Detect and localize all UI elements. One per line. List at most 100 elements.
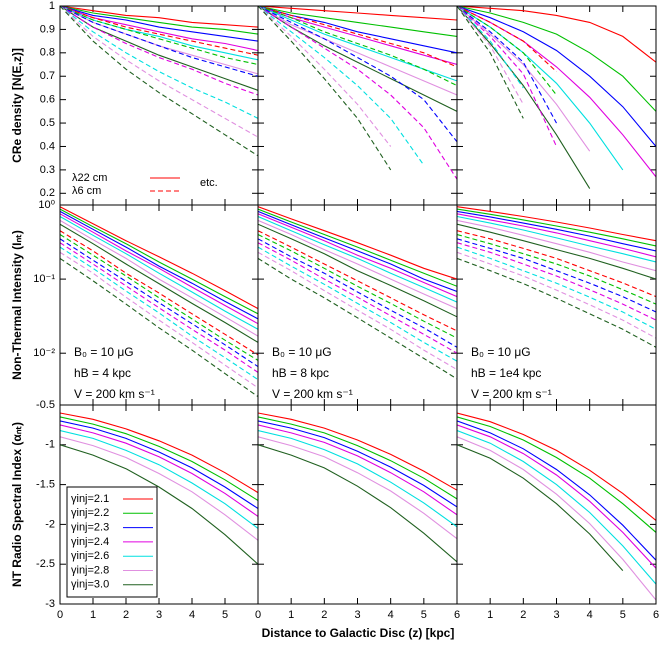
series-line — [258, 6, 457, 87]
x-tick-label: 0 — [57, 609, 63, 621]
annotation: B₀ = 10 μG — [272, 345, 332, 359]
y-tick-label: 0.8 — [40, 47, 55, 59]
series-line — [258, 444, 457, 563]
series-line — [258, 219, 457, 310]
series-line — [60, 6, 258, 28]
annotation: V = 200 km s⁻¹ — [272, 387, 353, 401]
panel: 0 1 2 3 4 5 6 — [255, 404, 460, 621]
series-line — [60, 6, 258, 35]
y-axis-label: NT Radio Spectral Index (αₙₜ) — [10, 422, 24, 587]
series-line — [457, 424, 656, 569]
x-tick-label: 5 — [620, 609, 626, 621]
y-tick-label: -2.5 — [36, 558, 55, 570]
series-line — [60, 210, 258, 320]
series-line — [457, 6, 591, 152]
series-line — [457, 416, 656, 533]
panel: 0.2 0.3 0.4 0.5 0.6 0.7 0.8 0.9 1 CRe density [N(… — [10, 0, 259, 206]
series-line — [258, 213, 457, 298]
x-axis-label: Distance to Galactic Disc (z) [kpc] — [262, 626, 455, 640]
legend-label: λ22 cm — [72, 172, 107, 184]
panel — [456, 5, 657, 206]
series-line — [258, 6, 392, 147]
plot-frame — [257, 404, 458, 605]
series-line — [258, 242, 457, 354]
y-tick-label: -1 — [45, 439, 55, 451]
series-line — [258, 215, 457, 303]
y-tick-label: 1 — [49, 0, 55, 12]
series-line — [258, 424, 457, 516]
series-line — [457, 6, 524, 119]
series-line — [60, 6, 258, 138]
y-tick-label: -1.5 — [36, 479, 55, 491]
y-tick-label: -2 — [45, 518, 55, 530]
series-line — [258, 6, 457, 112]
series-line — [60, 6, 258, 119]
series-line — [258, 6, 457, 96]
legend-note: etc. — [200, 177, 218, 189]
series-line — [457, 436, 656, 601]
series-line — [457, 6, 591, 189]
series-line — [60, 6, 258, 91]
y-tick-label: 0.2 — [40, 187, 55, 199]
series-line — [60, 206, 258, 310]
series-line — [457, 444, 624, 571]
series-line — [60, 420, 258, 509]
series-line — [60, 444, 258, 565]
legend-label: γinj=2.4 — [71, 536, 109, 548]
panel: 1 2 3 4 5 6 — [456, 404, 659, 621]
series-line — [258, 412, 457, 491]
series-line — [457, 6, 656, 147]
x-tick-label: 5 — [222, 609, 228, 621]
series-line — [457, 6, 557, 96]
series-line — [258, 420, 457, 508]
series-line — [258, 206, 457, 280]
series-line — [457, 210, 656, 252]
series-line — [457, 251, 656, 339]
x-tick-label: 0 — [255, 609, 261, 621]
series-line — [457, 242, 656, 321]
x-tick-label: 6 — [653, 609, 659, 621]
series-line — [457, 429, 656, 585]
series-line — [258, 238, 457, 348]
panel — [257, 5, 458, 206]
series-line — [457, 6, 557, 124]
legend-label: γinj=2.8 — [71, 564, 109, 576]
annotation: V = 200 km s⁻¹ — [74, 387, 155, 401]
series-line — [457, 6, 656, 63]
series-line — [60, 208, 258, 315]
series-line — [60, 242, 258, 373]
annotation: B₀ = 10 μG — [74, 345, 134, 359]
series-line — [457, 6, 524, 105]
x-tick-label: 1 — [90, 609, 96, 621]
series-line — [457, 233, 656, 305]
series-line — [258, 6, 392, 171]
y-tick-label: 0.3 — [40, 164, 55, 176]
series-line — [60, 424, 258, 517]
series-line — [60, 436, 258, 541]
series-line — [60, 216, 258, 330]
series-line — [457, 206, 656, 242]
y-tick-label: 0.7 — [40, 70, 55, 82]
series-line — [258, 6, 425, 166]
series-line — [258, 436, 457, 540]
series-line — [258, 210, 457, 293]
annotation: hB = 4 kpc — [74, 366, 131, 380]
series-line — [258, 6, 457, 143]
series-line — [258, 6, 457, 37]
series-line — [457, 213, 656, 258]
y-tick-label: 0.4 — [40, 140, 55, 152]
series-line — [258, 208, 457, 287]
series-line — [258, 230, 457, 332]
annotation: hB = 8 kpc — [272, 366, 329, 380]
series-line — [258, 251, 457, 371]
series-line — [457, 238, 656, 313]
x-tick-label: 6 — [454, 609, 460, 621]
legend-label: γinj=2.6 — [71, 550, 109, 562]
x-tick-label: 1 — [487, 609, 493, 621]
x-tick-label: 4 — [388, 609, 394, 621]
series-line — [60, 223, 258, 343]
legend-label: γinj=2.1 — [71, 493, 109, 505]
plot-frame — [456, 5, 657, 206]
series-line — [60, 251, 258, 389]
annotation: hB = 1e4 kpc — [471, 366, 541, 380]
